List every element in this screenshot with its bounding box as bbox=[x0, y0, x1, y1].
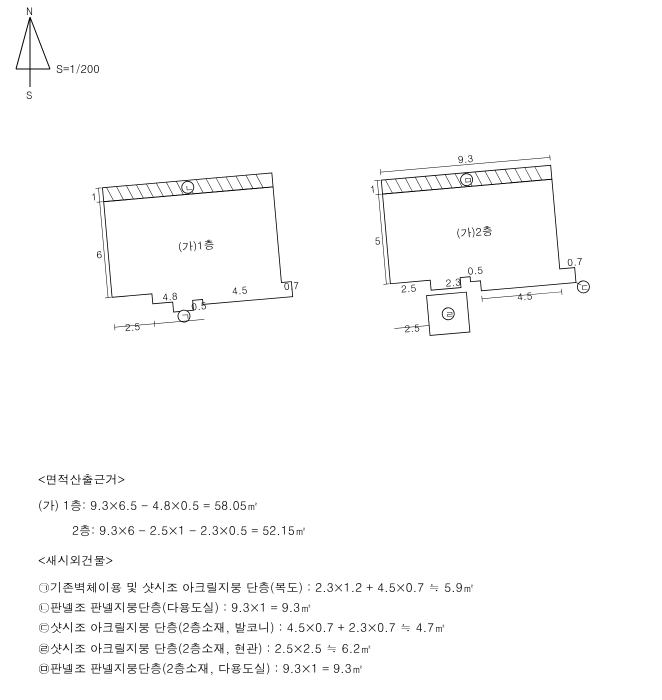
calc-line1-expr: 9.3×6.5 - 4.8×0.5 = 58.05㎡ bbox=[90, 497, 259, 514]
compass-diagram: N S S=1/200 bbox=[8, 5, 128, 105]
dim-r-1: 1 bbox=[369, 182, 376, 196]
south-label: S bbox=[26, 88, 32, 102]
calc-line2-label: 2층: bbox=[72, 522, 95, 539]
dim-r-07: 0.7 bbox=[567, 254, 584, 269]
dim-r-23: 2.3 bbox=[445, 275, 462, 290]
dim-6: 6 bbox=[96, 247, 103, 261]
marker-top-1f: ㄴ bbox=[184, 181, 194, 195]
dim-r-5: 5 bbox=[374, 233, 381, 247]
calc-item5: ㉤판넬조 판넬지붕단층(2층소재, 다용도실) : 9.3×1 = 9.3㎡ bbox=[38, 659, 638, 679]
marker-right-2f: ㄷ bbox=[580, 280, 590, 294]
calc-line2-expr: 9.3×6 - 2.5×1 - 2.3×0.5 = 52.15㎡ bbox=[99, 522, 307, 539]
dim-48: 4.8 bbox=[162, 289, 179, 304]
scale-label: S=1/200 bbox=[56, 62, 100, 77]
dim-07: 0.7 bbox=[283, 278, 300, 293]
dim-05: 0.5 bbox=[191, 298, 208, 313]
room-label-2f: (가)2층 bbox=[456, 224, 494, 242]
dim-r-45: 4.5 bbox=[516, 288, 533, 303]
calc-item1: ㉠기존벽체이용 및 샷시조 아크릴지붕 단층(복도) : 2.3×1.2 + 4… bbox=[38, 578, 638, 598]
dim-45: 4.5 bbox=[231, 283, 248, 298]
floor-plan-2f: 9.3 ㅁ ㄹ ㄷ (가)2층 1 5 2.5 2.5 bbox=[350, 155, 630, 395]
calc-line1-label: (가) 1층: bbox=[38, 497, 86, 514]
marker-bottom-2f: ㄹ bbox=[445, 307, 455, 321]
dim-r-25a: 2.5 bbox=[400, 280, 417, 295]
room-label-1f: (가)1층 bbox=[177, 237, 215, 255]
dim-r-05: 0.5 bbox=[467, 263, 484, 278]
calculation-block: <면적산출근거> (가) 1층: 9.3×6.5 - 4.8×0.5 = 58.… bbox=[38, 470, 638, 680]
calc-title: <면적산출근거> bbox=[38, 470, 638, 490]
dim-25: 2.5 bbox=[124, 319, 141, 334]
calc-item2: ㉡판넬조 판넬지붕단층(다용도실) : 9.3×1 = 9.3㎡ bbox=[38, 598, 638, 618]
north-label: N bbox=[26, 5, 33, 18]
dim-top-93: 9.3 bbox=[457, 155, 474, 166]
marker-top-2f: ㅁ bbox=[463, 173, 473, 187]
calc-subtitle: <새시외건물> bbox=[38, 551, 638, 571]
dim-r-25b: 2.5 bbox=[404, 320, 421, 335]
dim-1: 1 bbox=[91, 189, 98, 203]
calc-item4: ㉣샷시조 아크릴지붕 단층(2층소재, 현관) : 2.5×2.5 ≒ 6.2㎡ bbox=[38, 639, 638, 659]
calc-item3: ㉢샷시조 아크릴지붕 단층(2층소재, 발코니) : 4.5×0.7 + 2.3… bbox=[38, 618, 638, 638]
floor-plan-1f: ㄴ ㄱ (가)1층 1 6 2.5 4.8 0.5 4.5 0.7 bbox=[70, 160, 320, 380]
